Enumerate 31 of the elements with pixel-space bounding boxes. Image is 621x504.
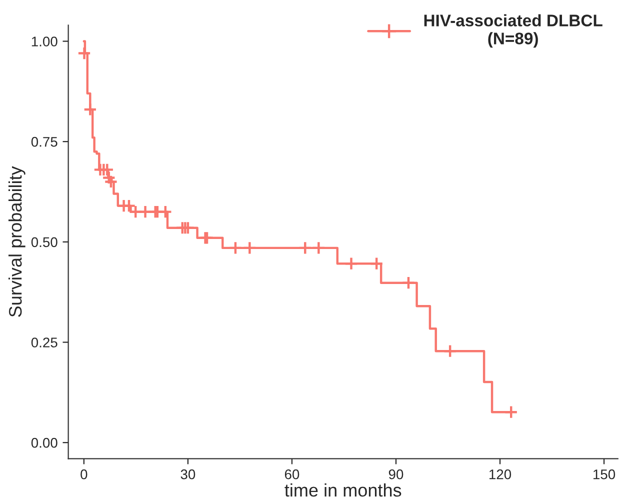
point	[104, 174, 118, 189]
point	[443, 344, 457, 358]
y-tick-label: 0.25	[31, 338, 58, 348]
y-tick-label: 0.50	[31, 237, 58, 248]
point	[100, 162, 114, 177]
point	[402, 276, 416, 290]
x-tick-label: 120	[489, 469, 512, 480]
x-tick-label: 30	[180, 469, 196, 480]
point	[312, 241, 326, 255]
point	[102, 170, 116, 185]
point	[344, 256, 358, 271]
point	[504, 405, 518, 420]
x-axis-title: time in months	[284, 483, 402, 497]
x-tick-label: 150	[594, 469, 616, 480]
point	[298, 241, 312, 255]
point	[83, 102, 98, 116]
x-tick-label: 0	[80, 469, 88, 480]
x-tick-label: 90	[388, 469, 404, 480]
legend-label: HIV-associated DLBCL (N=89)	[424, 14, 602, 48]
y-axis-title: Survival probability	[8, 166, 26, 317]
y-tick-label: 1.00	[32, 36, 58, 46]
y-tick-label: 0.75	[31, 136, 58, 147]
point	[158, 204, 172, 219]
point	[370, 256, 384, 271]
point	[242, 241, 257, 255]
y-tick-label: 0.00	[31, 438, 58, 448]
point	[128, 204, 142, 219]
point	[77, 46, 92, 60]
x-tick-label: 60	[284, 469, 300, 480]
point	[138, 204, 152, 219]
point	[228, 241, 242, 255]
